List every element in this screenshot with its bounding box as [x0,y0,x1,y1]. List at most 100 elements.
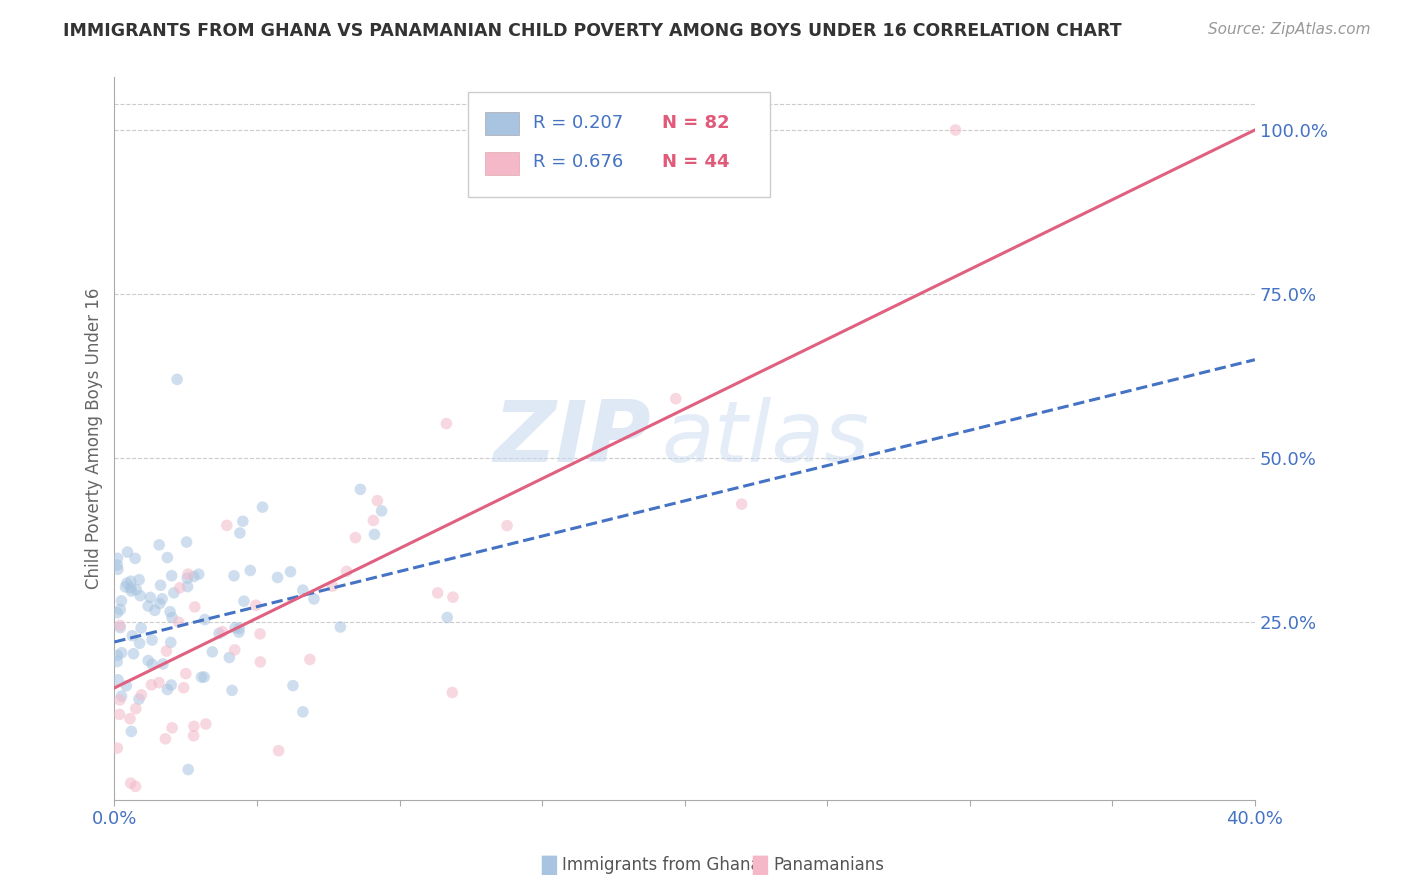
Point [120,776,142,790]
Point [139,591,162,605]
Point [336,565,359,579]
Point [159,605,181,619]
Point [105,558,128,573]
Point [222,568,245,582]
Text: Source: ZipAtlas.com: Source: ZipAtlas.com [1208,22,1371,37]
Point [291,705,314,719]
Point [177,763,200,777]
Point [224,621,246,635]
Point [229,526,252,541]
Point [366,493,388,508]
Text: █: █ [541,855,557,875]
Point [111,646,134,660]
Point [115,576,138,591]
FancyBboxPatch shape [468,92,770,196]
Text: █: █ [752,855,768,875]
Point [194,613,217,627]
Point [183,719,205,733]
Point [128,692,150,706]
Text: Panamanians: Panamanians [773,856,884,874]
Point [120,584,142,599]
Point [159,635,181,649]
Point [208,626,231,640]
Point [211,624,233,639]
Point [945,123,967,137]
Point [190,670,212,684]
Point [114,580,136,594]
Point [108,693,131,707]
Point [322,579,344,593]
Point [436,610,458,624]
Point [176,580,198,594]
Point [105,606,128,620]
Point [136,654,159,668]
Point [110,602,132,616]
Point [232,514,254,528]
Point [163,586,186,600]
Point [120,724,142,739]
Point [155,731,177,746]
Text: N = 44: N = 44 [662,153,730,171]
Point [281,679,304,693]
Point [115,679,138,693]
Point [107,562,129,576]
Point [125,582,148,597]
Point [125,701,148,715]
Text: R = 0.676: R = 0.676 [533,153,623,171]
Point [160,678,183,692]
Point [291,583,314,598]
Point [266,570,288,584]
Point [224,643,246,657]
Point [136,599,159,613]
Point [730,497,752,511]
Point [176,571,198,585]
Point [169,581,191,595]
Point [344,531,367,545]
Y-axis label: Child Poverty Among Boys Under 16: Child Poverty Among Boys Under 16 [86,288,103,590]
Point [252,500,274,515]
Point [148,538,170,552]
Point [166,372,188,386]
Point [110,594,132,608]
Point [108,621,131,635]
Point [221,683,243,698]
Point [249,655,271,669]
Point [118,712,141,726]
Point [201,645,224,659]
Point [128,573,150,587]
Point [193,670,215,684]
Point [131,688,153,702]
Point [215,518,238,533]
Text: IMMIGRANTS FROM GHANA VS PANAMANIAN CHILD POVERTY AMONG BOYS UNDER 16 CORRELATIO: IMMIGRANTS FROM GHANA VS PANAMANIAN CHIL… [63,22,1122,40]
Text: ZIP: ZIP [492,397,651,480]
Point [280,565,302,579]
Point [108,618,131,632]
Point [148,675,170,690]
Point [245,599,267,613]
Point [174,666,197,681]
Point [143,603,166,617]
Point [141,678,163,692]
Point [177,567,200,582]
Point [129,589,152,603]
Point [152,657,174,671]
Point [120,581,142,595]
Point [155,644,177,658]
Point [176,535,198,549]
Point [107,551,129,566]
Point [124,780,146,794]
Bar [485,112,519,136]
Point [665,392,688,406]
Point [160,568,183,582]
Point [349,483,371,497]
Point [105,648,128,663]
Point [105,741,128,756]
Point [267,744,290,758]
Point [370,504,392,518]
Point [141,633,163,648]
Point [156,682,179,697]
Bar [485,152,519,175]
Text: R = 0.207: R = 0.207 [533,114,623,132]
Point [149,597,172,611]
Point [129,621,152,635]
